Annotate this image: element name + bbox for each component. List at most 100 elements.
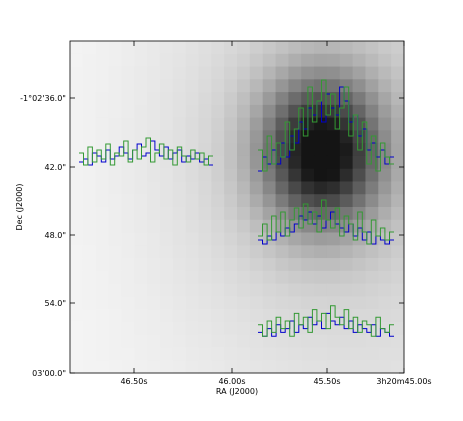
map-pixel — [159, 181, 174, 195]
map-pixel — [185, 66, 199, 80]
map-pixel — [262, 296, 276, 310]
map-pixel — [147, 66, 161, 80]
map-pixel — [365, 283, 379, 297]
spectrum-2 — [258, 199, 394, 245]
map-pixel — [288, 168, 302, 182]
map-pixel — [82, 232, 97, 246]
y-tick-label-1: 42.0" — [45, 163, 67, 172]
map-pixel — [82, 270, 97, 285]
map-pixel — [365, 347, 379, 361]
map-pixel — [262, 347, 276, 361]
map-pixel — [326, 41, 341, 55]
map-pixel — [237, 130, 251, 144]
map-pixel — [391, 245, 405, 259]
map-pixel — [211, 245, 225, 259]
map-pixel — [121, 194, 135, 208]
map-pixel — [301, 41, 315, 55]
map-pixel — [134, 41, 148, 55]
map-pixel — [70, 181, 84, 195]
map-pixel — [249, 334, 264, 348]
map-pixel — [159, 41, 174, 55]
map-pixel — [326, 207, 341, 221]
map-pixel — [224, 321, 238, 336]
map-pixel — [224, 296, 238, 310]
map-pixel — [365, 296, 379, 310]
map-pixel — [326, 143, 341, 157]
map-pixel — [134, 92, 148, 106]
map-pixel — [134, 360, 148, 374]
map-pixel — [159, 309, 174, 323]
map-pixel — [326, 155, 341, 170]
map-pixel — [95, 41, 109, 55]
map-pixel — [352, 258, 366, 272]
map-pixel — [147, 360, 161, 374]
map-pixel — [159, 207, 174, 221]
map-pixel — [185, 117, 199, 131]
map-pixel — [172, 155, 187, 170]
map-pixel — [172, 117, 187, 131]
map-pixel — [249, 194, 264, 208]
map-pixel — [70, 79, 84, 93]
map-pixel — [70, 283, 84, 297]
map-pixel — [134, 334, 148, 348]
map-pixel — [365, 309, 379, 323]
map-pixel — [224, 270, 238, 285]
map-pixel — [108, 194, 122, 208]
map-pixel — [172, 321, 187, 336]
map-pixel — [147, 117, 161, 131]
x-tick-label-2: 45.50s — [313, 377, 340, 386]
map-pixel — [70, 194, 84, 208]
map-pixel — [391, 181, 405, 195]
map-pixel — [249, 321, 264, 336]
map-pixel — [211, 207, 225, 221]
map-pixel — [301, 130, 315, 144]
map-pixel — [121, 232, 135, 246]
map-pixel — [172, 104, 187, 119]
map-pixel — [172, 41, 187, 55]
map-pixel — [339, 41, 354, 55]
map-pixel — [224, 283, 238, 297]
map-pixel — [172, 258, 187, 272]
map-pixel — [108, 296, 122, 310]
map-pixel — [198, 155, 212, 170]
map-pixel — [314, 130, 328, 144]
map-pixel — [211, 117, 225, 131]
map-pixel — [159, 155, 174, 170]
map-pixel — [249, 219, 264, 233]
map-pixel — [391, 130, 405, 144]
map-pixel — [159, 296, 174, 310]
map-pixel — [95, 321, 109, 336]
map-pixel — [172, 232, 187, 246]
map-pixel — [249, 181, 264, 195]
map-pixel — [262, 360, 276, 374]
map-pixel — [147, 181, 161, 195]
map-pixel — [211, 360, 225, 374]
map-pixel — [147, 232, 161, 246]
map-pixel — [262, 258, 276, 272]
map-pixel — [288, 258, 302, 272]
map-pixel — [159, 283, 174, 297]
map-pixel — [198, 219, 212, 233]
map-pixel — [70, 66, 84, 80]
map-pixel — [70, 296, 84, 310]
map-pixel — [249, 258, 264, 272]
map-pixel — [121, 270, 135, 285]
map-pixel — [224, 130, 238, 144]
map-pixel — [108, 130, 122, 144]
map-pixel — [147, 245, 161, 259]
map-pixel — [198, 53, 212, 67]
map-pixel — [288, 41, 302, 55]
map-pixel — [185, 232, 199, 246]
map-pixel — [134, 321, 148, 336]
map-pixel — [185, 41, 199, 55]
map-pixel — [288, 143, 302, 157]
map-pixel — [172, 309, 187, 323]
map-pixel — [339, 92, 354, 106]
x-tick-label-3: 3h20m45.00s — [376, 377, 431, 386]
map-pixel — [108, 181, 122, 195]
map-pixel — [108, 270, 122, 285]
map-pixel — [314, 245, 328, 259]
map-pixel — [211, 181, 225, 195]
map-pixel — [352, 41, 366, 55]
map-pixel — [339, 309, 354, 323]
